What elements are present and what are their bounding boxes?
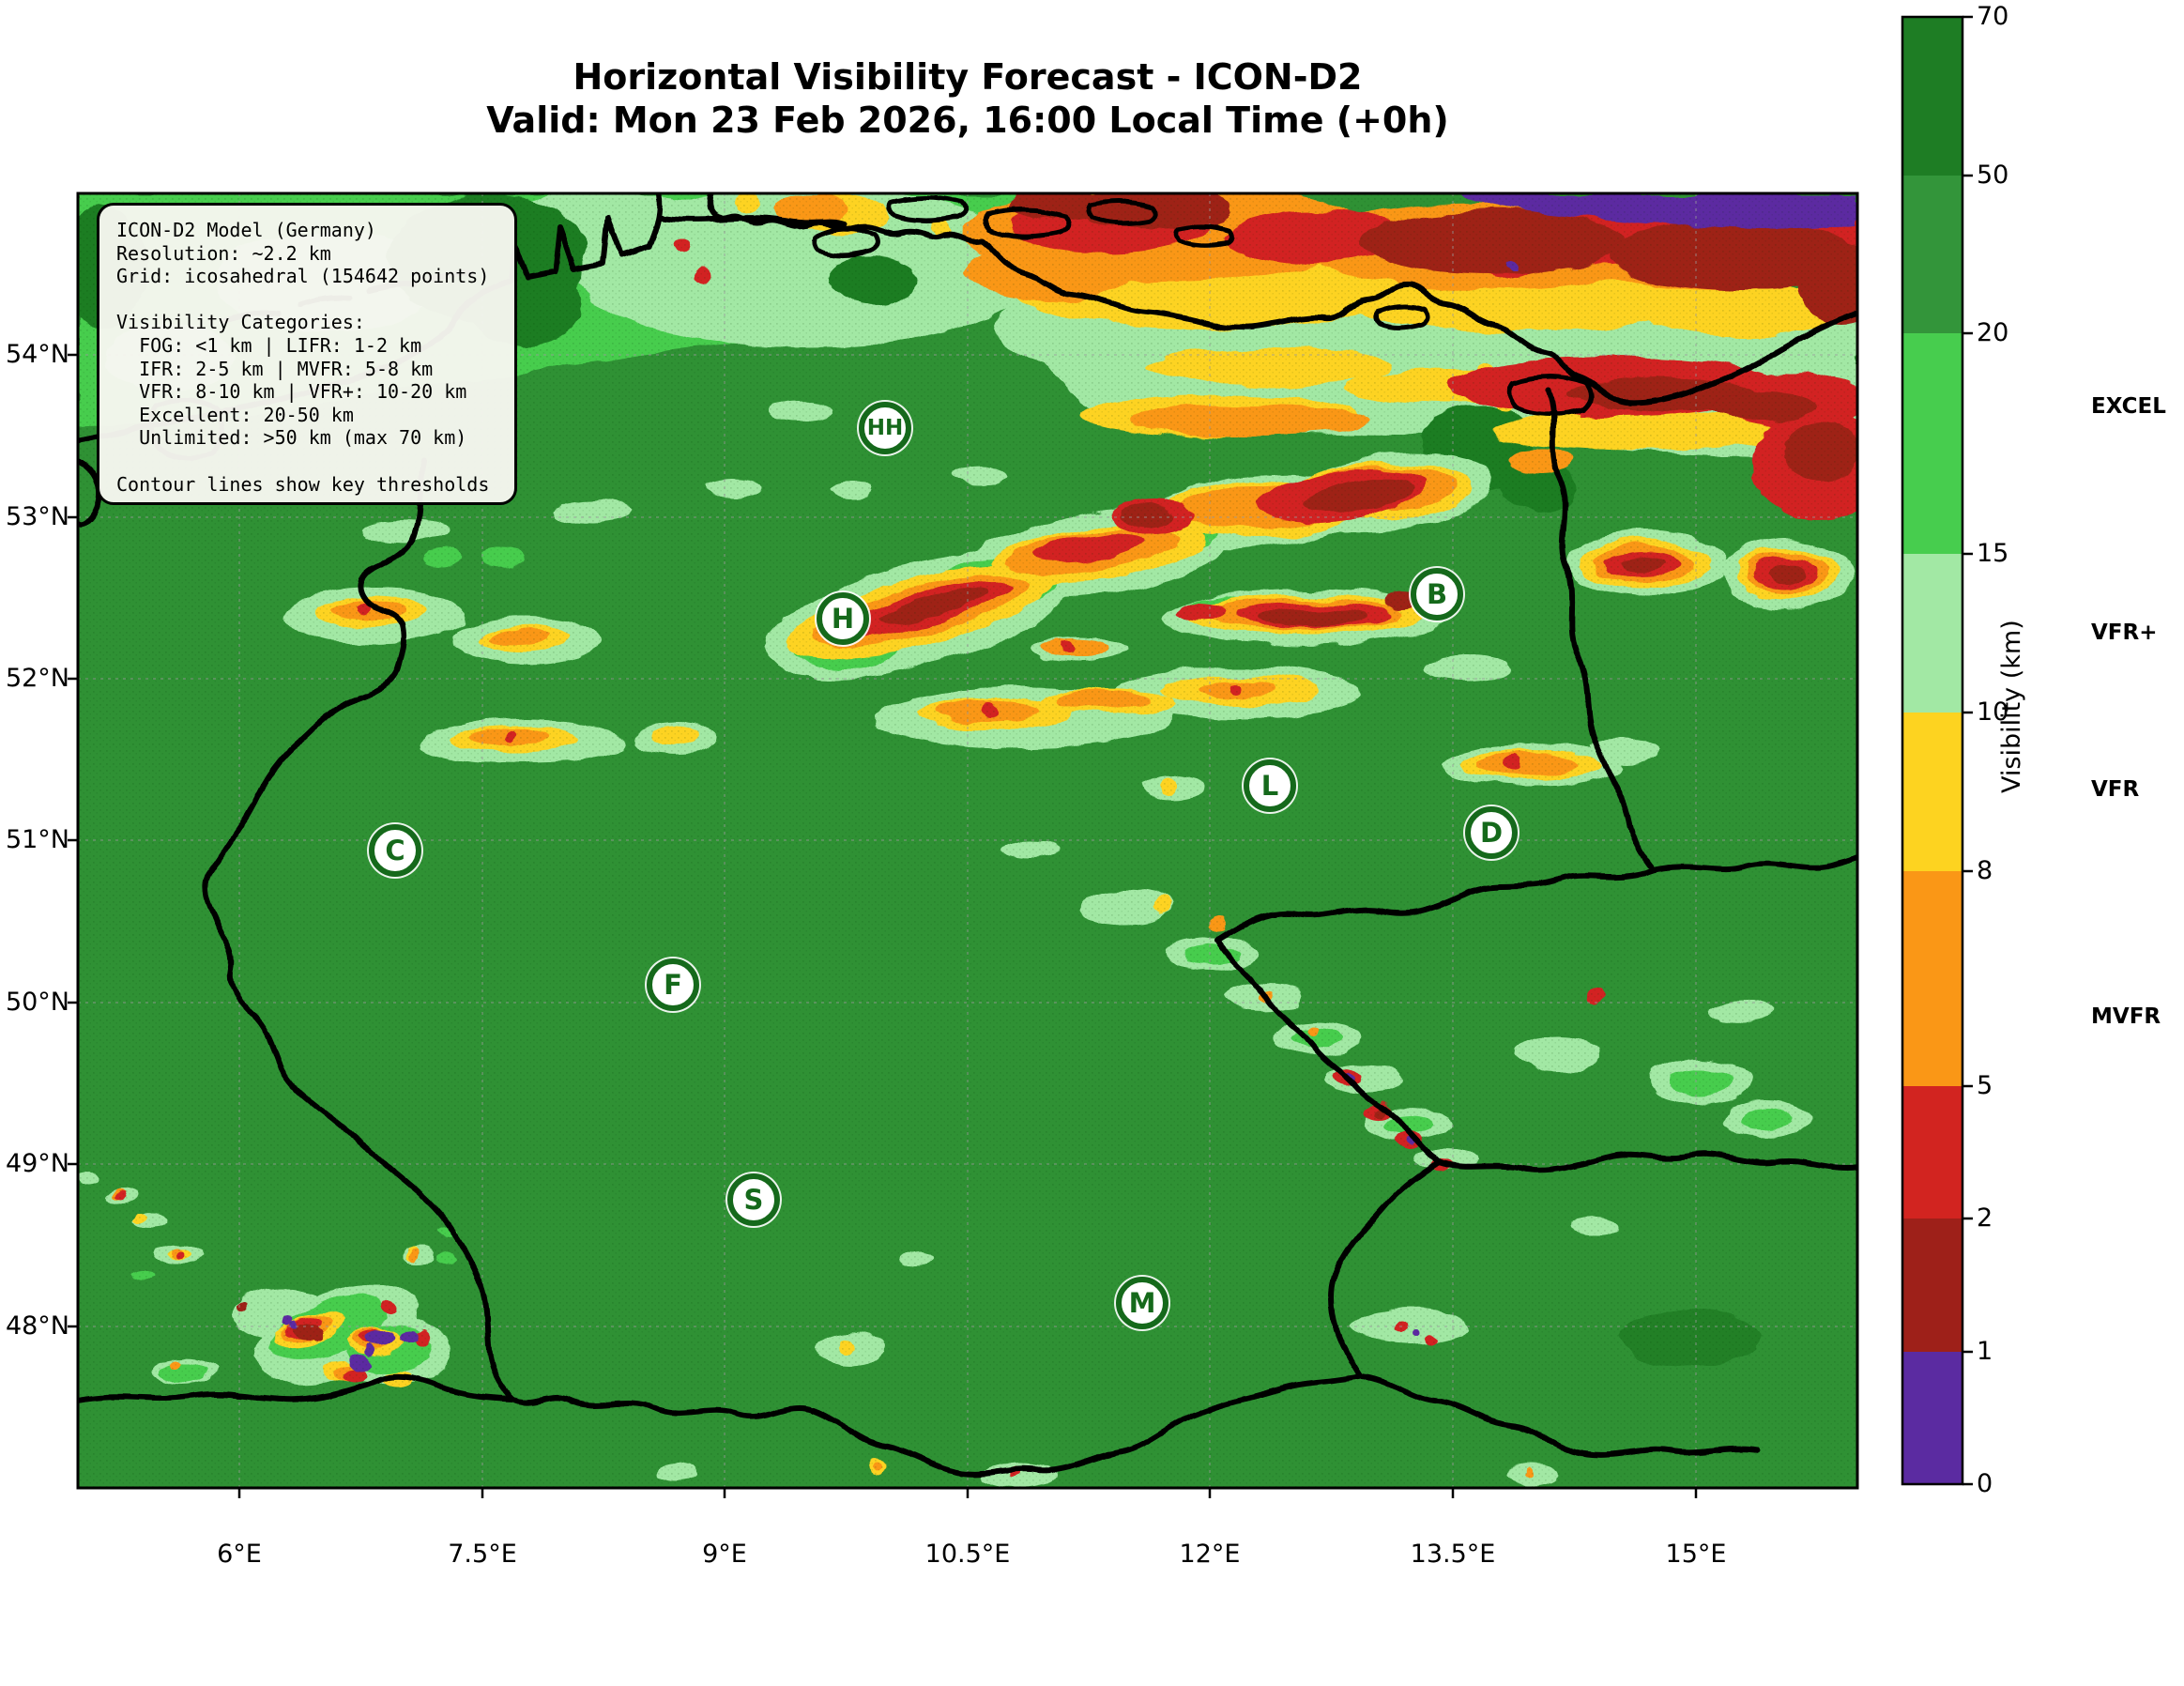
city-marker-berlin: B bbox=[1411, 568, 1463, 621]
cbar-tick-70: 70 bbox=[1977, 2, 2009, 31]
lon-label-10-5e: 10.5°E bbox=[924, 1540, 1011, 1569]
colorbar bbox=[1901, 15, 1973, 1486]
info-line: Visibility Categories: bbox=[116, 311, 365, 334]
lon-label-7-5e: 7.5°E bbox=[448, 1540, 517, 1569]
city-marker-cologne: C bbox=[369, 824, 421, 877]
cbar-category-mvfr: MVFR bbox=[2091, 1004, 2161, 1029]
cbar-tick-1: 1 bbox=[1977, 1337, 1993, 1366]
lat-label-54n: 54°N bbox=[5, 340, 69, 369]
graticule bbox=[78, 193, 1857, 1488]
map-field bbox=[78, 193, 1857, 1488]
cbar-tick-50: 50 bbox=[1977, 161, 2009, 190]
city-marker-munich: M bbox=[1116, 1277, 1168, 1329]
lat-label-53n: 53°N bbox=[5, 502, 69, 531]
lon-label-6e: 6°E bbox=[217, 1540, 262, 1569]
info-line: IFR: 2-5 km | MVFR: 5-8 km bbox=[116, 357, 434, 380]
cbar-tick-10: 10 bbox=[1977, 697, 2009, 727]
model-info-box: ICON-D2 Model (Germany) Resolution: ~2.2… bbox=[97, 203, 517, 505]
info-line bbox=[116, 450, 514, 473]
cbar-tick-5: 5 bbox=[1977, 1071, 1993, 1100]
city-marker-hamburg: HH bbox=[859, 402, 911, 454]
info-line: Contour lines show key thresholds bbox=[116, 472, 490, 496]
city-marker-stuttgart: S bbox=[727, 1173, 780, 1226]
info-line: Excellent: 20-50 km bbox=[116, 403, 354, 426]
cbar-category-vfr: VFR bbox=[2091, 777, 2140, 802]
lon-label-13-5e: 13.5°E bbox=[1410, 1540, 1496, 1569]
lat-label-52n: 52°N bbox=[5, 664, 69, 693]
cbar-tick-0: 0 bbox=[1977, 1469, 1993, 1498]
city-marker-hannover: H bbox=[817, 592, 869, 645]
lon-label-9e: 9°E bbox=[702, 1540, 747, 1569]
info-line: FOG: <1 km | LIFR: 1-2 km bbox=[116, 333, 422, 357]
cbar-tick-2: 2 bbox=[1977, 1203, 1993, 1233]
cbar-axis-label: Visibility (km) bbox=[1997, 620, 2026, 793]
info-line: VFR: 8-10 km | VFR+: 10-20 km bbox=[116, 380, 467, 404]
info-line: Unlimited: >50 km (max 70 km) bbox=[116, 426, 467, 450]
cbar-tick-8: 8 bbox=[1977, 856, 1993, 885]
info-line bbox=[116, 288, 514, 312]
lat-label-49n: 49°N bbox=[5, 1149, 69, 1178]
lat-label-51n: 51°N bbox=[5, 825, 69, 854]
cbar-category-excel: EXCEL bbox=[2091, 394, 2166, 419]
city-marker-dresden: D bbox=[1465, 806, 1518, 859]
cbar-tick-20: 20 bbox=[1977, 318, 2009, 347]
lon-label-12e: 12°E bbox=[1179, 1540, 1241, 1569]
info-line: Resolution: ~2.2 km bbox=[116, 241, 331, 265]
figure-title: Horizontal Visibility Forecast - ICON-D2 bbox=[573, 56, 1363, 98]
lat-label-50n: 50°N bbox=[5, 988, 69, 1017]
cbar-category-vfr-plus: VFR+ bbox=[2091, 621, 2158, 645]
info-line: ICON-D2 Model (Germany) bbox=[116, 219, 376, 241]
lon-label-15e: 15°E bbox=[1665, 1540, 1727, 1569]
city-marker-leipzig: L bbox=[1244, 759, 1296, 812]
lat-label-48n: 48°N bbox=[5, 1311, 69, 1341]
cbar-tick-15: 15 bbox=[1977, 539, 2009, 568]
info-line: Grid: icosahedral (154642 points) bbox=[116, 265, 490, 288]
axis-tick-marks bbox=[68, 353, 1698, 1498]
city-marker-frankfurt: F bbox=[647, 958, 699, 1011]
figure-subtitle: Valid: Mon 23 Feb 2026, 16:00 Local Time… bbox=[486, 100, 1449, 141]
